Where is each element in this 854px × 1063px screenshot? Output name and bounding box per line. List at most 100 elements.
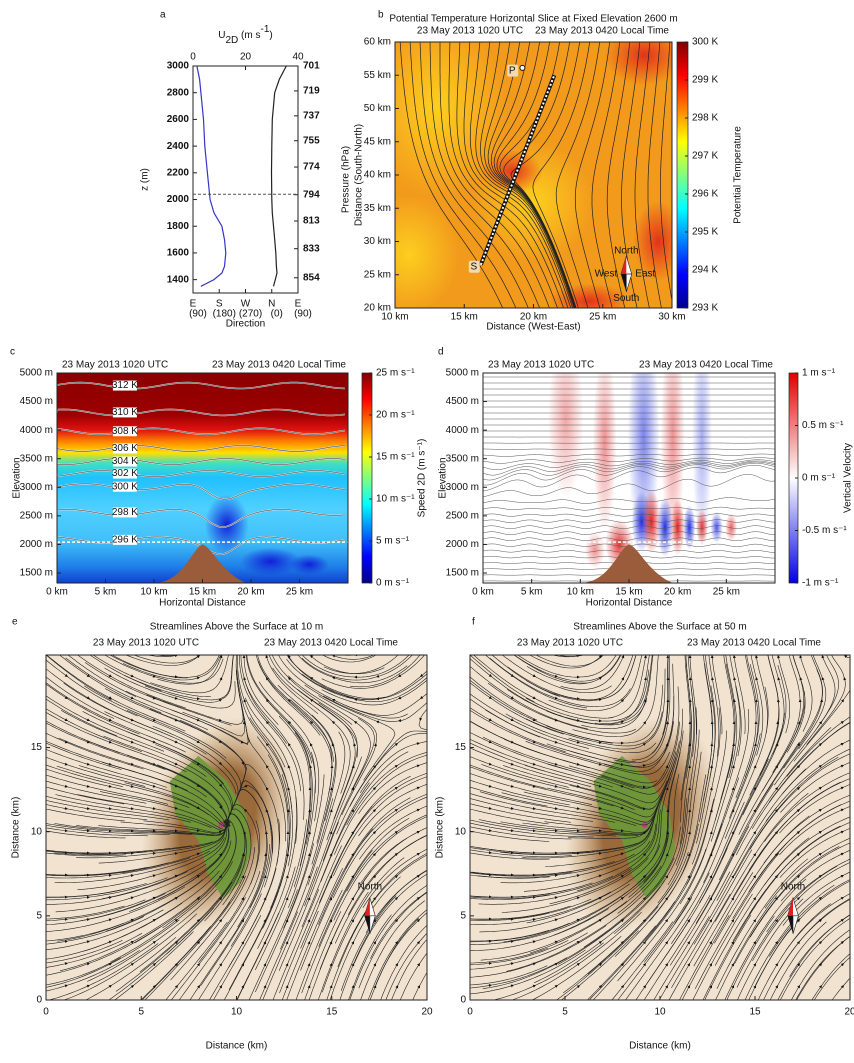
streamline	[470, 665, 515, 700]
streamline	[239, 655, 267, 722]
arrowhead	[394, 875, 398, 879]
streamline	[223, 813, 246, 854]
streamline	[177, 921, 228, 986]
arrowhead	[753, 985, 757, 989]
streamline	[46, 780, 69, 788]
arrowhead	[174, 655, 178, 658]
field-blob	[584, 532, 605, 569]
arrowhead	[687, 875, 691, 879]
y-tick-label: 4000 m	[20, 425, 53, 436]
streamline	[54, 823, 135, 832]
field-blob	[696, 509, 708, 546]
streamline	[579, 893, 645, 942]
colorbar-tick-label: 20 m s⁻¹	[376, 410, 415, 421]
arrowhead	[174, 740, 178, 744]
streamline	[63, 682, 135, 722]
streamline	[721, 786, 757, 860]
streamline	[733, 830, 779, 898]
y-tick-label: 50 km	[364, 103, 391, 114]
streamline	[746, 655, 757, 700]
arrowhead	[219, 805, 222, 809]
streamline	[478, 896, 559, 905]
streamline	[513, 720, 589, 749]
streamline	[581, 698, 647, 729]
streamline	[238, 691, 267, 766]
streamline	[755, 837, 810, 898]
arrowhead	[174, 675, 178, 679]
streamline	[572, 720, 647, 738]
streamline	[397, 854, 427, 876]
streamline	[63, 962, 135, 1000]
arrowhead	[643, 655, 647, 659]
streamline	[779, 786, 845, 834]
arrowhead	[643, 985, 646, 989]
streamline	[470, 912, 550, 920]
streamline	[777, 903, 831, 964]
streamline	[513, 655, 559, 678]
x-tick-label: E	[190, 299, 197, 310]
isentrope-core	[57, 445, 346, 452]
arrowhead	[488, 829, 492, 832]
streamline	[46, 825, 91, 832]
streamline	[67, 764, 146, 787]
arrowhead	[416, 919, 420, 923]
y-tick-label: 2800	[167, 87, 190, 98]
streamline	[334, 874, 377, 944]
streamline	[419, 971, 427, 986]
streamline	[671, 918, 713, 989]
streamline	[601, 751, 670, 775]
arrowhead	[598, 762, 602, 766]
streamline	[491, 957, 567, 986]
streamline	[645, 897, 693, 964]
streamline	[645, 826, 681, 898]
arrowhead	[776, 721, 780, 725]
streamline	[763, 830, 823, 886]
arrowhead	[710, 655, 714, 659]
streamline	[780, 852, 845, 902]
streamline	[645, 721, 680, 788]
arrowhead	[420, 673, 424, 677]
streamline	[108, 962, 157, 1000]
streamline	[601, 807, 658, 854]
streamline	[667, 808, 691, 886]
streamline	[517, 655, 581, 678]
streamline	[634, 42, 651, 308]
streamline	[726, 984, 735, 1000]
streamline	[46, 984, 69, 992]
streamline	[213, 984, 223, 1000]
x-tick-label: E	[295, 299, 302, 310]
arrowhead	[777, 677, 781, 681]
streamline	[623, 857, 675, 920]
streamline	[483, 460, 775, 476]
streamline	[46, 804, 69, 810]
streamline	[67, 950, 140, 986]
streamline	[346, 830, 399, 892]
arrowhead	[620, 941, 624, 945]
arrowhead	[576, 675, 580, 679]
streamline	[647, 42, 662, 308]
streamline	[448, 42, 558, 308]
arrowhead	[351, 809, 354, 813]
streamline	[687, 655, 691, 678]
streamline	[591, 42, 621, 308]
streamline	[397, 892, 427, 920]
streamline	[535, 861, 615, 876]
arrowhead	[329, 963, 333, 967]
streamline	[76, 852, 157, 859]
x-tick-label: 0	[467, 1007, 473, 1018]
streamline	[798, 676, 827, 750]
arrowhead	[818, 963, 822, 967]
x-tick-label: 0	[43, 1007, 49, 1018]
x-tick-label: 0 km	[46, 587, 68, 598]
streamline	[46, 774, 91, 788]
streamline	[89, 808, 170, 821]
streamline	[177, 764, 230, 820]
streamline	[412, 984, 421, 1000]
arrowhead	[152, 963, 156, 967]
streamline	[623, 901, 676, 964]
arrowhead	[620, 784, 624, 788]
streamline	[339, 962, 355, 1000]
streamline	[748, 984, 757, 1000]
colorbar-tick-label: 10 m s⁻¹	[376, 494, 415, 505]
streamline	[301, 852, 333, 928]
